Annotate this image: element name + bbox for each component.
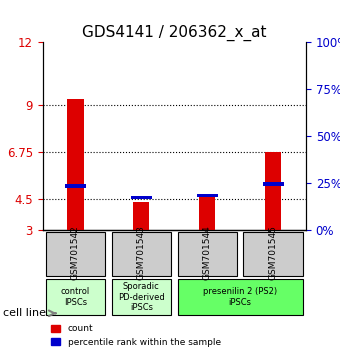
Bar	[65, 184, 86, 188]
Bar	[67, 99, 84, 230]
FancyBboxPatch shape	[112, 279, 171, 315]
FancyBboxPatch shape	[112, 232, 171, 276]
Text: GSM701543: GSM701543	[137, 225, 146, 280]
Text: cell line: cell line	[3, 308, 46, 318]
Text: Sporadic
PD-derived
iPSCs: Sporadic PD-derived iPSCs	[118, 282, 165, 312]
Title: GDS4141 / 206362_x_at: GDS4141 / 206362_x_at	[82, 25, 267, 41]
Text: GSM701544: GSM701544	[203, 225, 212, 280]
FancyBboxPatch shape	[177, 279, 303, 315]
Bar	[199, 196, 215, 230]
Text: GSM701545: GSM701545	[269, 225, 277, 280]
Bar	[262, 182, 284, 186]
FancyBboxPatch shape	[243, 232, 303, 276]
Bar	[265, 152, 281, 230]
FancyBboxPatch shape	[46, 232, 105, 276]
Legend: count, percentile rank within the sample: count, percentile rank within the sample	[49, 321, 223, 349]
Bar	[197, 194, 218, 198]
Bar	[131, 196, 152, 199]
Text: presenilin 2 (PS2)
iPSCs: presenilin 2 (PS2) iPSCs	[203, 287, 277, 307]
FancyBboxPatch shape	[46, 279, 105, 315]
Bar	[133, 202, 149, 230]
Text: GSM701542: GSM701542	[71, 225, 80, 280]
Text: control
IPSCs: control IPSCs	[61, 287, 90, 307]
FancyBboxPatch shape	[177, 232, 237, 276]
